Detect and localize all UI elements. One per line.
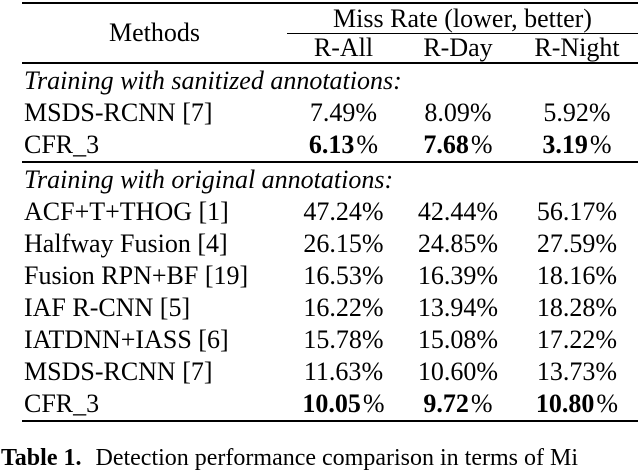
miss-rate-value: 16.53%	[303, 260, 384, 290]
miss-rate-value: 3.19%	[542, 129, 612, 159]
table-row: Halfway Fusion [4] 26.15% 24.85% 27.59%	[22, 228, 638, 260]
miss-rate-value: 16.39%	[417, 260, 499, 290]
method-name: IATDNN+IASS [6]	[24, 324, 229, 354]
table-caption: Table 1. Detection performance comparison…	[1, 444, 640, 473]
caption-label: Table 1.	[1, 445, 82, 471]
miss-rate-value: 15.78%	[303, 324, 384, 354]
miss-rate-value: 10.60%	[417, 356, 499, 386]
table-header: Methods Miss Rate (lower, better) R-All …	[22, 4, 638, 62]
caption-text: Detection performance comparison in term…	[95, 445, 578, 471]
table-row: Fusion RPN+BF [19] 16.53% 16.39% 18.16%	[22, 260, 638, 292]
method-name: CFR_3	[24, 388, 100, 418]
miss-rate-value: 7.68%	[423, 129, 493, 159]
column-header-r-night: R-Night	[534, 32, 620, 62]
method-name: IAF R-CNN [5]	[24, 292, 191, 322]
miss-rate-value: 15.08%	[417, 324, 499, 354]
miss-rate-group-header: Miss Rate (lower, better)	[287, 4, 638, 34]
table-row: MSDS-RCNN [7] 7.49% 8.09% 5.92%	[22, 97, 638, 129]
table-row: ACF+T+THOG [1] 47.24% 42.44% 56.17%	[22, 196, 638, 228]
miss-rate-value: 24.85%	[417, 228, 499, 258]
miss-rate-value: 42.44%	[417, 196, 499, 226]
miss-rate-value: 5.92%	[543, 97, 611, 127]
miss-rate-value: 16.22%	[303, 292, 384, 322]
miss-rate-value: 11.63%	[303, 356, 384, 386]
miss-rate-value: 17.22%	[536, 324, 618, 354]
table-row: IAF R-CNN [5] 16.22% 13.94% 18.28%	[22, 292, 638, 324]
header-bottom-rule	[22, 61, 638, 64]
method-name: CFR_3	[24, 129, 100, 159]
column-header-r-all: R-All	[313, 32, 374, 62]
table-top-rule	[22, 2, 638, 4]
miss-rate-value: 7.49%	[309, 97, 378, 127]
miss-rate-value: 10.05%	[302, 388, 385, 418]
table-row: CFR_3 6.13% 7.68% 3.19%	[22, 129, 638, 161]
method-name: MSDS-RCNN [7]	[24, 356, 213, 386]
method-name: ACF+T+THOG [1]	[24, 196, 229, 226]
table-bottom-rule	[22, 419, 638, 422]
table-row: CFR_3 10.05% 9.72% 10.80%	[22, 388, 638, 420]
miss-rate-value: 13.73%	[536, 356, 618, 386]
miss-rate-value: 18.16%	[536, 260, 618, 290]
method-name: Fusion RPN+BF [19]	[24, 260, 249, 290]
section-divider-rule	[22, 160, 638, 163]
section-title-original: Training with original annotations:	[24, 164, 394, 194]
miss-rate-value: 13.94%	[417, 292, 499, 322]
miss-rate-value: 26.15%	[303, 228, 384, 258]
results-table: Methods Miss Rate (lower, better) R-All …	[22, 2, 638, 422]
miss-rate-value: 10.80%	[535, 388, 619, 418]
miss-rate-value: 9.72%	[423, 388, 493, 418]
miss-rate-value: 27.59%	[536, 228, 618, 258]
miss-rate-value: 8.09%	[424, 97, 492, 127]
miss-rate-value: 56.17%	[536, 196, 618, 226]
methods-column-header: Methods	[109, 17, 200, 47]
miss-rate-value: 18.28%	[536, 292, 618, 322]
table-row: MSDS-RCNN [7] 11.63% 10.60% 13.73%	[22, 356, 638, 388]
method-name: MSDS-RCNN [7]	[24, 97, 213, 127]
column-header-r-day: R-Day	[423, 32, 493, 62]
table-row: IATDNN+IASS [6] 15.78% 15.08% 17.22%	[22, 324, 638, 356]
method-name: Halfway Fusion [4]	[24, 228, 228, 258]
miss-rate-value: 6.13%	[308, 129, 379, 159]
section-title-sanitized: Training with sanitized annotations:	[24, 65, 402, 95]
miss-rate-value: 47.24%	[303, 196, 384, 226]
